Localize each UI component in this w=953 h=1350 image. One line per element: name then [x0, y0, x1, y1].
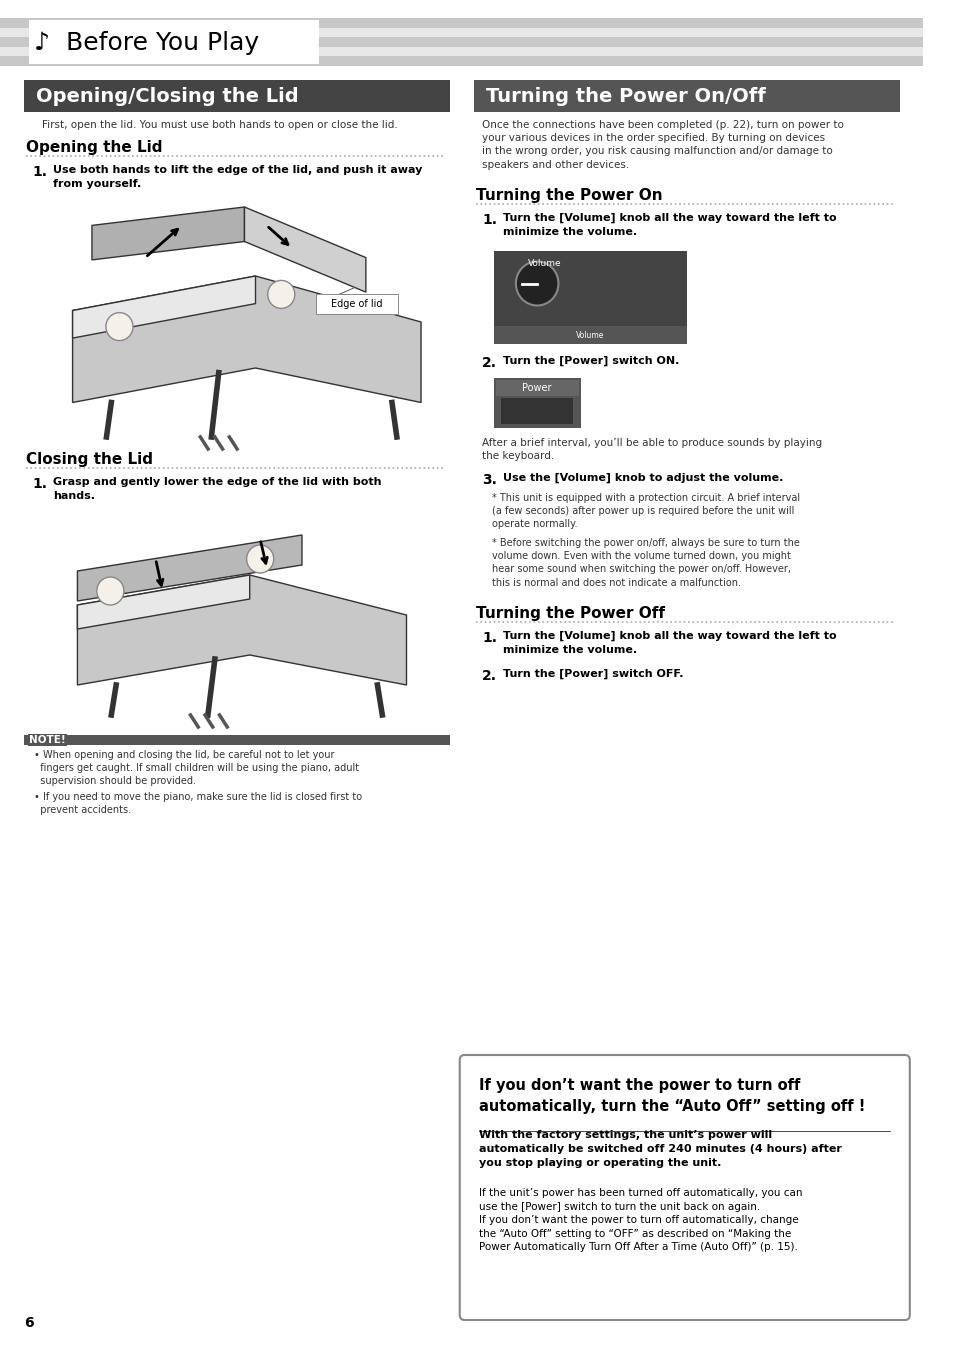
Text: * This unit is equipped with a protection circuit. A brief interval
(a few secon: * This unit is equipped with a protectio…: [491, 493, 799, 529]
Text: Volume: Volume: [527, 259, 560, 269]
Text: 1.: 1.: [31, 165, 47, 180]
Text: Power: Power: [522, 383, 552, 393]
Bar: [501, 398, 573, 424]
Text: If the unit’s power has been turned off automatically, you can
use the [Power] s: If the unit’s power has been turned off …: [478, 1188, 801, 1253]
Text: Closing the Lid: Closing the Lid: [26, 452, 153, 467]
Polygon shape: [91, 207, 244, 261]
Text: Use the [Volume] knob to adjust the volume.: Use the [Volume] knob to adjust the volu…: [503, 472, 782, 483]
Polygon shape: [77, 575, 250, 629]
Polygon shape: [244, 207, 365, 292]
Bar: [474, 80, 900, 112]
Text: • When opening and closing the lid, be careful not to let your
  fingers get cau: • When opening and closing the lid, be c…: [34, 751, 358, 787]
Bar: [0, 18, 923, 27]
Text: After a brief interval, you’ll be able to produce sounds by playing
the keyboard: After a brief interval, you’ll be able t…: [481, 437, 821, 462]
Text: ♪  Before You Play: ♪ Before You Play: [34, 31, 258, 55]
Polygon shape: [72, 275, 255, 338]
Text: 1.: 1.: [31, 477, 47, 491]
Bar: [24, 734, 450, 745]
Text: Turn the [Power] switch ON.: Turn the [Power] switch ON.: [503, 356, 679, 366]
Text: Turn the [Volume] knob all the way toward the left to
minimize the volume.: Turn the [Volume] knob all the way towar…: [503, 213, 836, 238]
Text: Use both hands to lift the edge of the lid, and push it away
from yourself.: Use both hands to lift the edge of the l…: [53, 165, 422, 189]
Bar: [315, 293, 398, 313]
Bar: [493, 251, 686, 325]
Polygon shape: [77, 535, 302, 601]
Text: Volume: Volume: [576, 331, 604, 339]
Text: Turning the Power On/Off: Turning the Power On/Off: [485, 86, 765, 105]
Circle shape: [247, 545, 274, 572]
Bar: [29, 20, 319, 63]
Text: 2.: 2.: [481, 356, 497, 370]
Bar: [24, 80, 450, 112]
Text: 2.: 2.: [481, 670, 497, 683]
Circle shape: [106, 313, 132, 340]
Text: 1.: 1.: [481, 630, 497, 645]
Circle shape: [516, 262, 558, 305]
Text: NOTE!: NOTE!: [29, 734, 66, 745]
Bar: [53, 207, 420, 437]
Text: 6: 6: [24, 1316, 33, 1330]
Bar: [0, 27, 923, 38]
Text: 3.: 3.: [481, 472, 497, 487]
Text: Once the connections have been completed (p. 22), turn on power to
your various : Once the connections have been completed…: [481, 120, 843, 170]
Text: Turn the [Power] switch OFF.: Turn the [Power] switch OFF.: [503, 670, 683, 679]
Bar: [315, 293, 398, 313]
Text: 1.: 1.: [481, 213, 497, 227]
Text: Opening the Lid: Opening the Lid: [26, 140, 162, 155]
Bar: [0, 57, 923, 66]
Text: Grasp and gently lower the edge of the lid with both
hands.: Grasp and gently lower the edge of the l…: [53, 477, 381, 501]
Text: Opening/Closing the Lid: Opening/Closing the Lid: [36, 86, 298, 105]
Text: Turn the [Volume] knob all the way toward the left to
minimize the volume.: Turn the [Volume] knob all the way towar…: [503, 630, 836, 655]
Bar: [495, 379, 578, 396]
Text: If you don’t want the power to turn off
automatically, turn the “Auto Off” setti: If you don’t want the power to turn off …: [478, 1079, 864, 1114]
Text: First, open the lid. You must use both hands to open or close the lid.: First, open the lid. You must use both h…: [42, 120, 397, 130]
FancyBboxPatch shape: [459, 1054, 909, 1320]
Text: With the factory settings, the unit’s power will
automatically be switched off 2: With the factory settings, the unit’s po…: [478, 1130, 841, 1168]
Polygon shape: [72, 275, 420, 402]
Text: * Before switching the power on/off, always be sure to turn the
volume down. Eve: * Before switching the power on/off, alw…: [491, 539, 799, 587]
Bar: [493, 325, 686, 344]
Bar: [0, 38, 923, 47]
Circle shape: [268, 281, 294, 308]
Circle shape: [96, 576, 124, 605]
Bar: [493, 378, 580, 428]
Bar: [0, 47, 923, 57]
Text: Turning the Power Off: Turning the Power Off: [476, 606, 664, 621]
Text: Edge of lid: Edge of lid: [331, 298, 382, 309]
Text: • If you need to move the piano, make sure the lid is closed first to
  prevent : • If you need to move the piano, make su…: [34, 792, 361, 815]
Polygon shape: [77, 575, 406, 684]
Text: Turning the Power On: Turning the Power On: [476, 188, 662, 202]
